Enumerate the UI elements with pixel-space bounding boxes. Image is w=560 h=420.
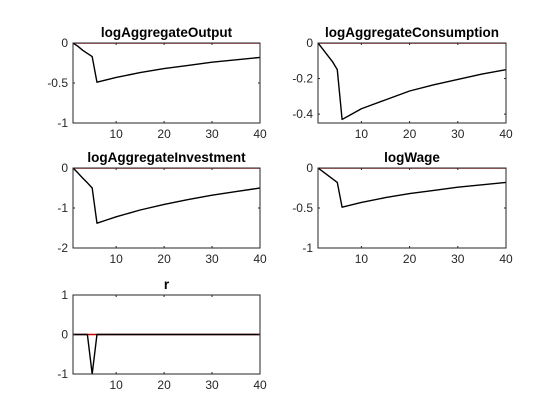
x-tick-label: 20 xyxy=(157,378,171,392)
axes-frame xyxy=(72,167,261,249)
response-line xyxy=(73,168,260,224)
y-tick-label: -2 xyxy=(57,241,68,255)
response-line xyxy=(318,168,506,208)
x-tick-label: 20 xyxy=(157,252,171,266)
response-line xyxy=(73,43,260,83)
y-tick-label: -1 xyxy=(302,241,313,255)
subplot-title: r xyxy=(164,277,170,292)
y-tick-label: -1 xyxy=(57,201,68,215)
x-tick-label: 10 xyxy=(355,252,369,266)
x-tick-label: 10 xyxy=(355,127,369,141)
x-tick-label: 30 xyxy=(205,252,219,266)
subplot-2: logAggregateConsumption 10 20 30 40 0 -0.2 -0.4 xyxy=(292,25,513,141)
subplot-title: logAggregateInvestment xyxy=(87,150,246,165)
y-tick-label: 0 xyxy=(61,36,68,50)
y-tick-label: -1 xyxy=(57,367,68,381)
y-tick-label: 0 xyxy=(61,161,68,175)
subplot-title: logAggregateConsumption xyxy=(325,25,499,40)
y-tick-label: -0.5 xyxy=(292,201,313,215)
subplot-title: logWage xyxy=(384,150,440,165)
y-tick-label: -0.5 xyxy=(47,76,68,90)
y-tick-label: -0.4 xyxy=(292,107,313,121)
subplot-1: logAggregateOutput 10 20 30 40 0 -0.5 -1 xyxy=(47,25,267,141)
x-tick-label: 40 xyxy=(253,378,267,392)
x-tick-label: 20 xyxy=(403,252,417,266)
x-tick-label: 10 xyxy=(109,127,123,141)
y-tick-label: -1 xyxy=(57,116,68,130)
x-tick-label: 30 xyxy=(451,127,465,141)
x-tick-label: 20 xyxy=(403,127,417,141)
y-tick-label: -0.2 xyxy=(292,72,313,86)
x-tick-label: 40 xyxy=(253,252,267,266)
y-tick-label: 0 xyxy=(306,36,313,50)
axes-frame xyxy=(317,167,507,249)
x-tick-label: 30 xyxy=(205,127,219,141)
subplot-3: logAggregateInvestment 10 20 30 40 0 -1 -2 xyxy=(57,150,267,266)
subplot-title: logAggregateOutput xyxy=(101,25,233,40)
axes-frame xyxy=(317,42,507,124)
response-line xyxy=(73,333,260,374)
subplot-4: logWage 10 20 30 40 0 -0.5 -1 xyxy=(292,150,513,266)
x-tick-label: 10 xyxy=(109,252,123,266)
x-tick-label: 40 xyxy=(253,127,267,141)
x-tick-label: 20 xyxy=(157,127,171,141)
x-tick-label: 40 xyxy=(499,127,513,141)
x-tick-label: 40 xyxy=(499,252,513,266)
response-line xyxy=(318,43,506,121)
y-tick-label: 0 xyxy=(61,328,68,342)
axes-frame xyxy=(72,42,261,124)
x-tick-label: 30 xyxy=(205,378,219,392)
y-tick-label: 1 xyxy=(61,288,68,302)
y-tick-label: 0 xyxy=(306,161,313,175)
x-tick-label: 10 xyxy=(109,378,123,392)
x-tick-label: 30 xyxy=(451,252,465,266)
